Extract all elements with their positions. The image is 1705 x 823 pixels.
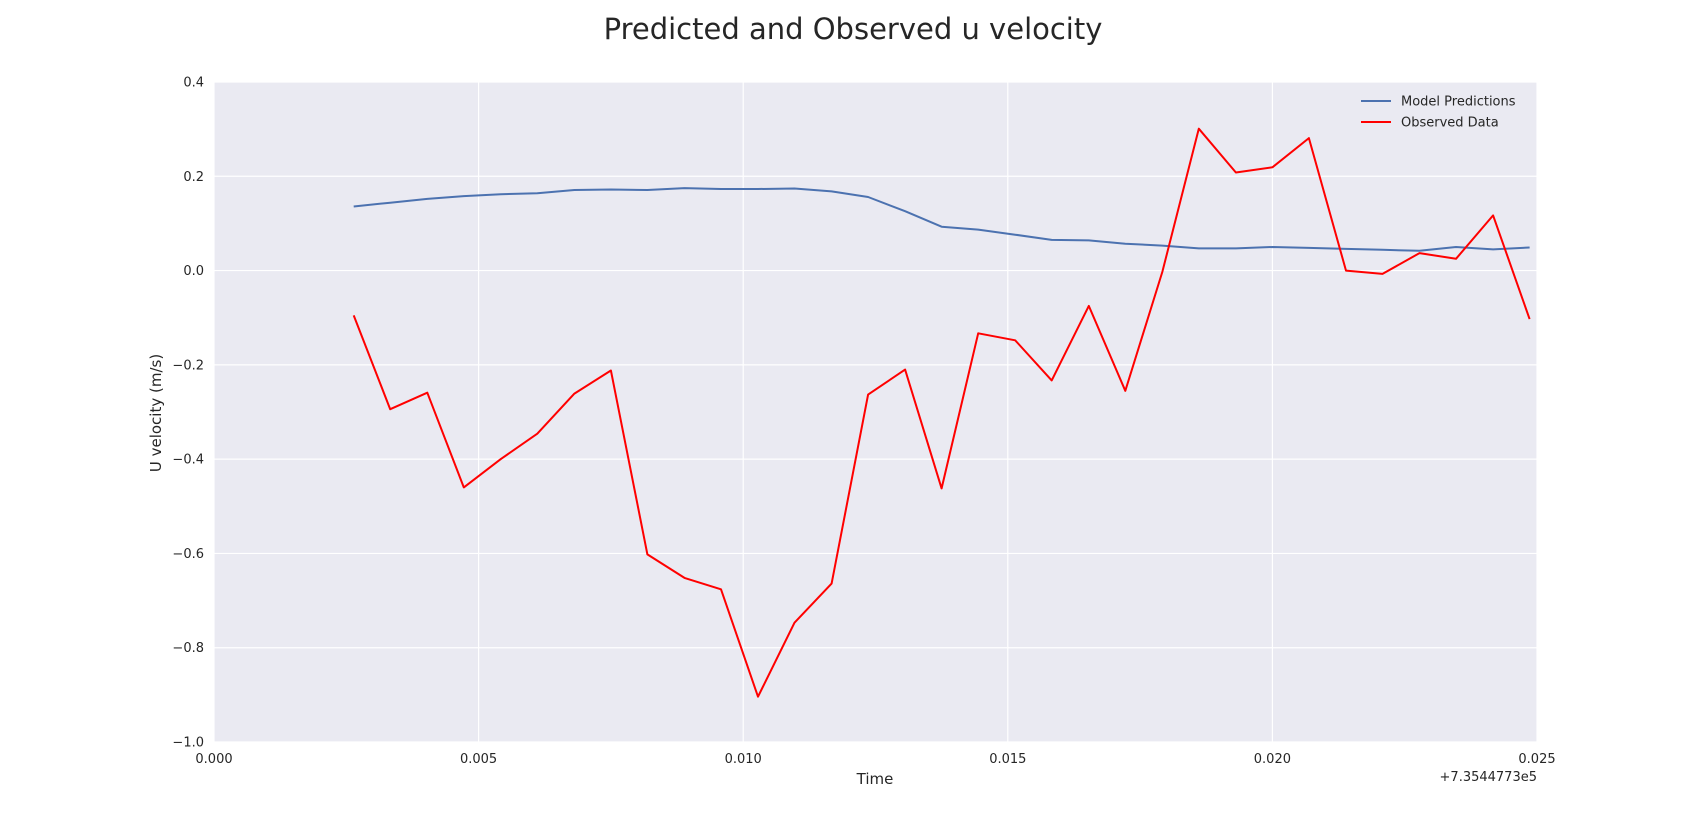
x-tick-label: 0.005 xyxy=(460,752,497,767)
y-tick-label: 0.4 xyxy=(183,76,204,91)
x-tick-label: 0.000 xyxy=(195,752,232,767)
chart-title: Predicted and Observed u velocity xyxy=(604,12,1103,46)
legend-label: Model Predictions xyxy=(1401,95,1516,110)
y-tick-label: −0.6 xyxy=(172,547,204,562)
legend: Model Predictions Observed Data xyxy=(1361,95,1516,131)
x-tick-label: 0.025 xyxy=(1518,752,1555,767)
series-points xyxy=(353,187,1530,251)
y-tick-label: 0.0 xyxy=(183,264,204,279)
y-tick-label: −0.8 xyxy=(172,641,204,656)
y-tick-label: −0.4 xyxy=(172,453,204,468)
x-offset-label: +7.3544773e5 xyxy=(1440,770,1537,785)
legend-label: Observed Data xyxy=(1401,116,1499,131)
x-tick-labels: 0.000 0.005 0.010 0.015 0.020 0.025 xyxy=(195,752,1555,767)
series-layer xyxy=(352,127,1531,698)
plot-area xyxy=(214,82,1537,742)
x-tick-label: 0.020 xyxy=(1254,752,1291,767)
y-tick-labels: −1.0 −0.8 −0.6 −0.4 −0.2 0.0 0.2 0.4 xyxy=(172,76,204,751)
y-tick-label: −0.2 xyxy=(172,358,204,373)
y-tick-label: 0.2 xyxy=(183,170,204,185)
series-points xyxy=(353,128,1530,697)
x-tick-label: 0.015 xyxy=(989,752,1026,767)
y-tick-label: −1.0 xyxy=(172,736,204,751)
grid-lines xyxy=(213,81,1538,743)
x-axis-label: Time xyxy=(856,770,894,788)
x-tick-label: 0.010 xyxy=(725,752,762,767)
y-axis-label: U velocity (m/s) xyxy=(147,354,165,472)
